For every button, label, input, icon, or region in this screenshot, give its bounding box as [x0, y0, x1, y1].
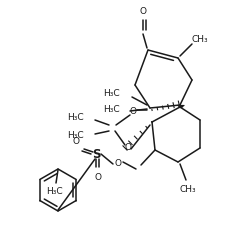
Text: O: O [125, 144, 131, 153]
Text: O: O [114, 158, 122, 167]
Text: H₃C: H₃C [46, 187, 62, 196]
Text: H₃C: H₃C [103, 106, 120, 115]
Text: O: O [139, 7, 147, 16]
Text: S: S [92, 148, 100, 162]
Text: CH₃: CH₃ [192, 36, 208, 45]
Text: O: O [95, 173, 101, 182]
Text: H₃C: H₃C [103, 88, 120, 97]
Text: CH₃: CH₃ [180, 185, 196, 194]
Text: H₃C: H₃C [67, 113, 84, 122]
Text: O: O [73, 137, 79, 146]
Text: O: O [130, 108, 136, 117]
Text: H₃C: H₃C [67, 130, 84, 140]
